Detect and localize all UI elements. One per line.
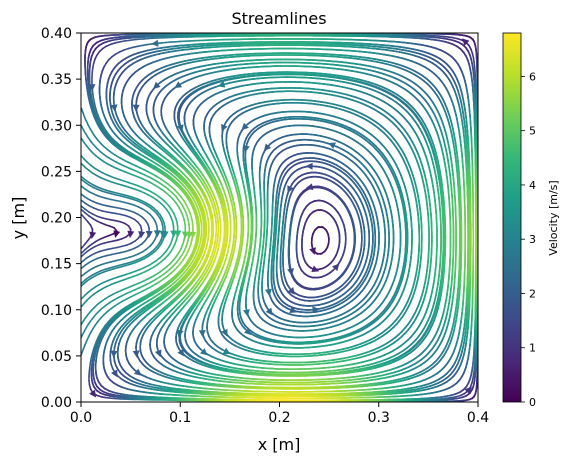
streamline-segment [119, 200, 126, 204]
chart-title: Streamlines [231, 9, 326, 28]
streamline-segment [131, 366, 136, 371]
streamline-segment [81, 294, 86, 300]
streamline-arrow [153, 230, 161, 238]
streamline-segment [97, 249, 105, 253]
streamline-segment [110, 198, 117, 202]
streamline-segment [97, 208, 104, 212]
streamline-arrow [127, 230, 135, 239]
streamline-segment [81, 248, 86, 254]
streamline-arrow [89, 231, 97, 240]
streamline-segment [131, 259, 138, 263]
streamline-arrow [89, 389, 97, 398]
streamline-segment [81, 264, 86, 269]
streamline-arrow [174, 230, 182, 238]
streamline-segment [81, 279, 86, 285]
streamline-segment [81, 243, 86, 249]
streamline-arrow [138, 231, 146, 239]
streamline-segment [128, 202, 135, 206]
streamline-segment [81, 272, 87, 277]
streamlines-layer [81, 33, 478, 402]
streamline-segment [81, 302, 85, 308]
streamline-segment [114, 219, 121, 223]
streamline-segment [81, 283, 85, 287]
streamline-segment [81, 320, 84, 326]
streamline-arrow [113, 230, 121, 238]
streamline-segment [81, 260, 84, 264]
streamline-segment [110, 41, 117, 46]
